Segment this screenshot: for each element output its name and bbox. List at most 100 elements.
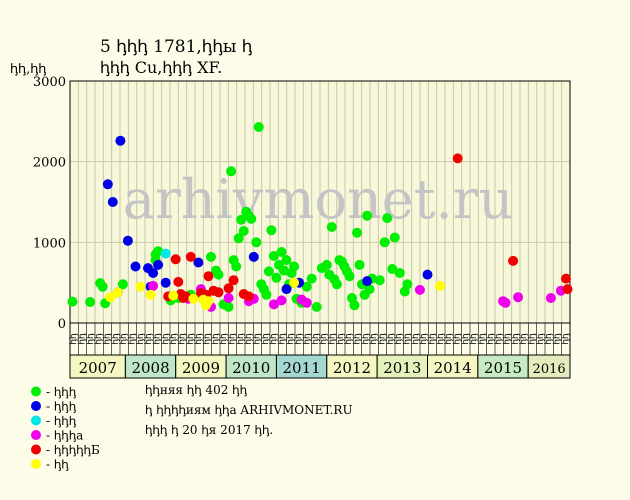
year-label: 2012 [333, 359, 371, 377]
month-label: ꞕꞕ [128, 333, 138, 345]
data-point [223, 293, 234, 303]
data-point [206, 251, 216, 262]
data-point [301, 281, 312, 292]
data-point [268, 299, 279, 310]
chart-title-line1: 5 ꞕꞕꞕ 1781,ꞕꞕы ꞕ [100, 37, 252, 57]
month-label: ꞕꞕ [353, 333, 363, 345]
data-point [188, 293, 199, 304]
month-label: ꞕꞕ [403, 333, 413, 345]
data-point [394, 268, 405, 278]
month-label: ꞕꞕ [528, 333, 538, 345]
month-label: ꞕꞕ [119, 333, 129, 345]
y-tick-label: 3000 [33, 75, 66, 90]
data-point [223, 301, 234, 312]
month-label: ꞕꞕ [244, 333, 254, 345]
footer-line2: ꞕ ꞕꞕꞕꞕиям ꞕꞕа ARHIVMONET.RU [145, 403, 353, 417]
data-point [382, 213, 393, 224]
data-point [203, 296, 214, 307]
data-point [203, 271, 214, 282]
year-label: 2010 [232, 359, 270, 377]
month-label: ꞕꞕ [253, 333, 263, 345]
data-point [364, 284, 375, 295]
data-point [276, 295, 287, 306]
data-point [153, 259, 164, 270]
month-label: ꞕꞕ [553, 333, 563, 345]
month-label: ꞕꞕ [486, 333, 496, 345]
month-label: ꞕꞕ [161, 333, 171, 345]
data-point [238, 226, 249, 236]
data-point [374, 275, 385, 286]
year-label: 2011 [283, 359, 321, 377]
year-label: 2008 [131, 359, 169, 377]
data-point [231, 261, 242, 272]
month-label: ꞕꞕ [561, 333, 571, 345]
data-point [135, 281, 146, 292]
month-label: ꞕꞕ [219, 333, 229, 345]
legend-label: - ꞕꞕꞕ [46, 414, 76, 428]
data-point [253, 122, 264, 132]
data-points [67, 122, 573, 312]
legend-marker [31, 415, 41, 426]
month-label: ꞕꞕ [436, 333, 446, 345]
data-point [102, 179, 113, 190]
data-point [435, 280, 446, 291]
month-label: ꞕꞕ [386, 333, 396, 345]
year-label: 2014 [434, 359, 472, 377]
data-point [233, 233, 244, 244]
year-label: 2015 [484, 359, 522, 377]
month-label: ꞕꞕ [394, 333, 404, 345]
data-point [115, 135, 126, 146]
watermark-text: arhivmonet.ru [123, 168, 513, 231]
chart-title-line2: ꞕꞕꞕ Cu,ꞕꞕꞕ XF. [100, 58, 222, 77]
month-label: ꞕꞕ [328, 333, 338, 345]
data-point [112, 287, 123, 298]
month-label: ꞕꞕ [103, 333, 113, 345]
data-point [321, 259, 332, 270]
legend-marker [31, 430, 41, 440]
month-label: ꞕꞕ [203, 333, 213, 345]
month-label: ꞕꞕ [536, 333, 546, 345]
data-point [508, 255, 519, 266]
legend: - ꞕꞕꞕ- ꞕꞕꞕ- ꞕꞕꞕ- ꞕꞕꞕа- ꞕꞕꞕꞕꞕБ- ꞕꞕ [31, 385, 100, 472]
data-point [362, 276, 373, 287]
month-label: ꞕꞕ [286, 333, 296, 345]
data-point [248, 251, 259, 262]
data-point [379, 237, 390, 248]
legend-label: - ꞕꞕꞕ [46, 400, 76, 414]
month-label: ꞕꞕ [494, 333, 504, 345]
data-point [185, 251, 196, 262]
month-label: ꞕꞕ [94, 333, 104, 345]
data-point [545, 293, 556, 303]
legend-label: - ꞕꞕꞕ [46, 385, 76, 399]
data-point [362, 210, 373, 221]
month-label: ꞕꞕ [236, 333, 246, 345]
y-tick-labels: 0 1000 2000 3000 [33, 75, 66, 332]
data-point [180, 291, 191, 302]
legend-marker [31, 386, 41, 397]
data-point [414, 284, 425, 295]
data-point [402, 279, 413, 290]
month-label: ꞕꞕ [461, 333, 471, 345]
month-label: ꞕꞕ [419, 333, 429, 345]
data-point [236, 214, 247, 225]
data-point [266, 225, 277, 236]
data-point [311, 301, 322, 312]
data-point [148, 268, 159, 278]
month-label: ꞕꞕ [519, 333, 529, 345]
data-point [170, 254, 181, 265]
data-point [452, 153, 463, 164]
data-point [243, 291, 254, 302]
month-label: ꞕꞕ [69, 333, 79, 345]
data-point [130, 261, 141, 272]
month-label: ꞕꞕ [444, 333, 454, 345]
data-point [289, 277, 300, 288]
data-point [173, 276, 184, 287]
legend-marker [31, 459, 41, 469]
month-label: ꞕꞕ [186, 333, 196, 345]
data-point [85, 297, 96, 307]
month-label: ꞕꞕ [344, 333, 354, 345]
data-point [289, 261, 300, 272]
month-label: ꞕꞕ [478, 333, 488, 345]
data-point [213, 287, 224, 298]
